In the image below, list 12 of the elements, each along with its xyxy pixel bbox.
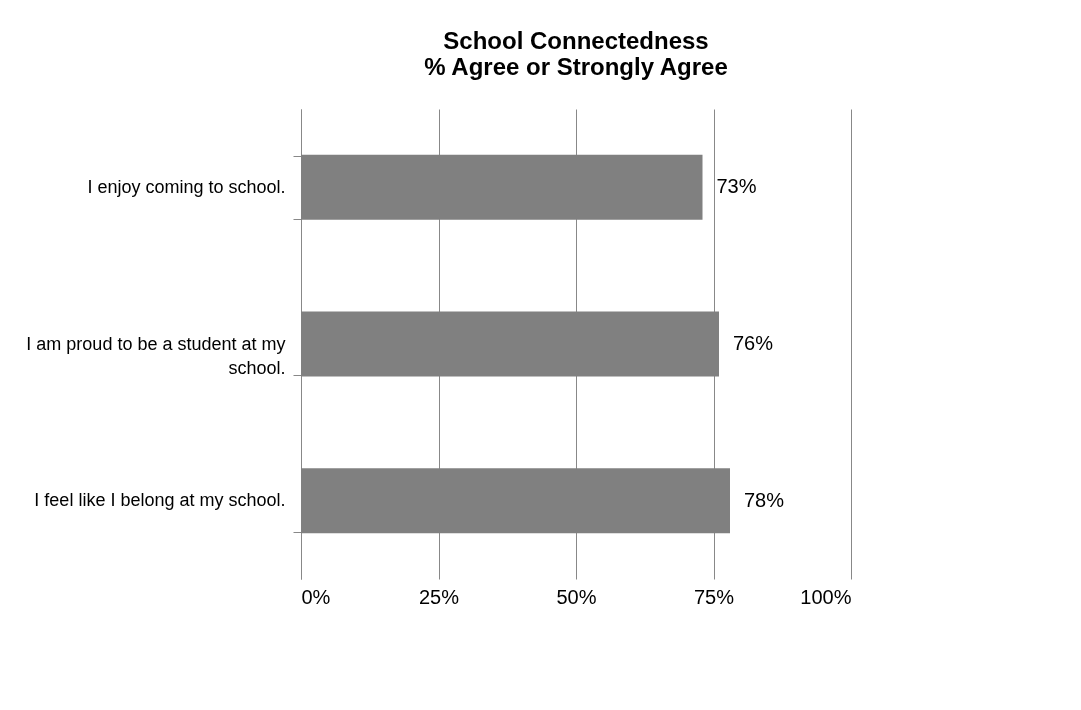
data-label: 73%: [716, 175, 757, 198]
data-label: 76%: [733, 332, 774, 354]
x-tick-label: 100%: [800, 585, 852, 608]
chart-title: School Connectedness % Agree or Strongly Agree: [424, 27, 728, 80]
data-label: 78%: [744, 488, 785, 511]
y-tick-label: I feel like I belong at my school.: [34, 490, 286, 511]
x-tick-label: 50%: [556, 585, 597, 608]
x-tick-label: 25%: [418, 585, 460, 608]
y-tick-label: I enjoy coming to school.: [87, 176, 286, 197]
x-tick-label: 0%: [301, 585, 331, 608]
y-tick-label: I am proud to be a student at my school.: [26, 333, 286, 378]
x-tick-label: 75%: [693, 585, 735, 608]
